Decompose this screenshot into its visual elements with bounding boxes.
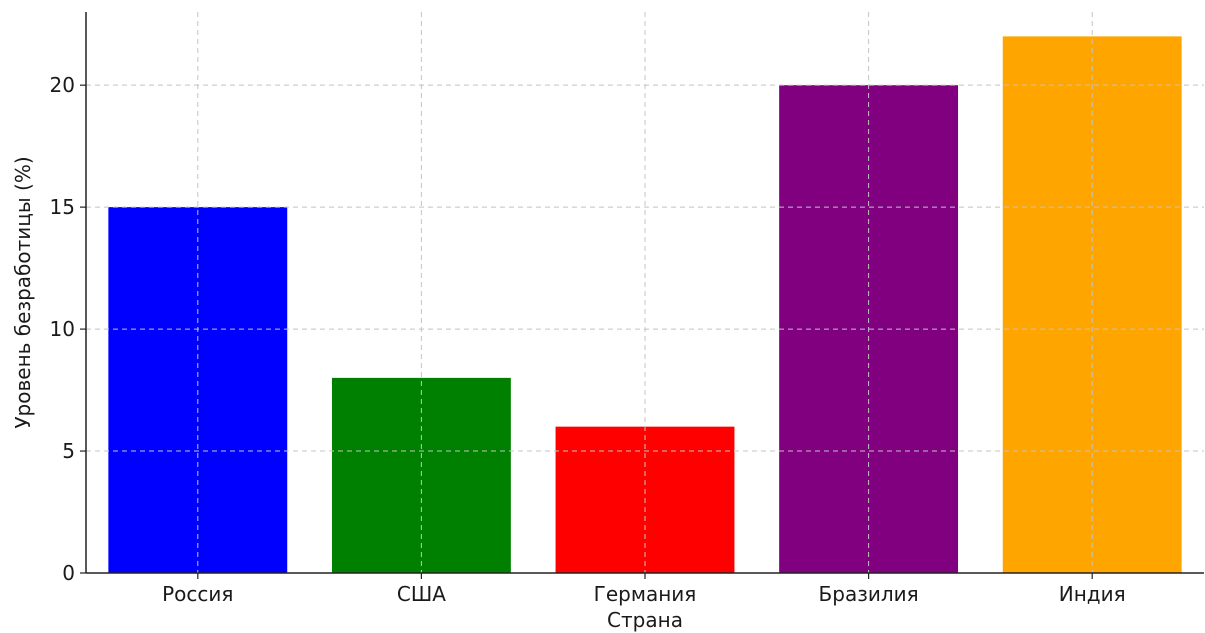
y-tick-label: 5 — [62, 439, 75, 463]
y-tick-label: 10 — [50, 317, 75, 341]
x-tick-label: Россия — [162, 582, 233, 606]
y-tick-label: 20 — [50, 73, 75, 97]
ticks-layer: 0 5 10 15 20 Россия США Германия Бразилия Индия — [50, 73, 1126, 606]
x-tick-label: Бразилия — [819, 582, 919, 606]
y-tick-label: 15 — [50, 195, 75, 219]
y-axis-title: Уровень безработицы (%) — [11, 156, 35, 428]
y-tick-label: 0 — [62, 561, 75, 585]
x-tick-label: Индия — [1059, 582, 1126, 606]
x-tick-label: Германия — [594, 582, 697, 606]
x-axis-title: Страна — [607, 608, 683, 632]
x-tick-label: США — [397, 582, 446, 606]
